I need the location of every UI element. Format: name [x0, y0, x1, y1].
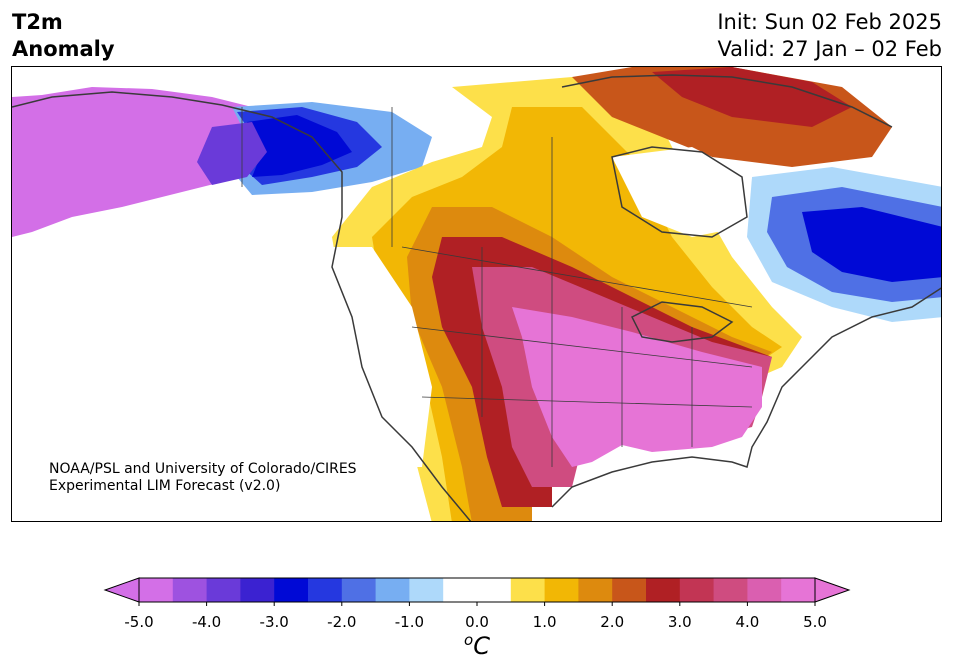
- colorbar-bin-9: [443, 578, 512, 602]
- colorbar-bin-15: [679, 578, 715, 602]
- title-right: Init: Sun 02 Feb 2025 Valid: 27 Jan – 02…: [717, 9, 942, 63]
- colorbar-bin-4: [274, 578, 309, 602]
- colorbar-bin-14: [646, 578, 681, 602]
- colorbar-tick-label: -4.0: [191, 613, 222, 631]
- anomaly-map: [11, 66, 942, 522]
- eastern-us-pink: [512, 307, 762, 467]
- colorbar-tick-label: 3.0: [667, 613, 692, 631]
- yukon-violet: [197, 122, 267, 185]
- colorbar-tick-label: 1.0: [532, 613, 557, 631]
- hudson-bay-white: [612, 147, 752, 237]
- alaska-purple-region: [12, 87, 272, 237]
- unit-symbol: o: [464, 631, 474, 649]
- colorbar-bin-5: [308, 578, 343, 602]
- map-svg: [12, 67, 941, 521]
- colorbar-bin-0: [139, 578, 174, 602]
- unit-letter: C: [473, 632, 490, 660]
- west-coast-white: [332, 247, 432, 467]
- colorbar-tick-label: 5.0: [803, 613, 827, 631]
- colorbar-bin-1: [172, 578, 208, 602]
- northwest-canada-dark-blue: [247, 115, 352, 177]
- title-left: T2m Anomaly: [12, 9, 115, 63]
- colorbar-bin-2: [206, 578, 241, 602]
- credit-line-2: Experimental LIM Forecast (v2.0): [49, 478, 281, 494]
- colorbar-tick-label: 0.0: [465, 613, 489, 631]
- quebec-dark-blue: [802, 207, 941, 282]
- colorbar-bin-18: [781, 578, 816, 602]
- colorbar-svg: [103, 577, 851, 606]
- variable-line-2: Anomaly: [12, 37, 115, 61]
- coastlines: [12, 74, 941, 521]
- colorbar-bin-16: [713, 578, 748, 602]
- colorbar-bin-17: [747, 578, 782, 602]
- colorbar-bin-7: [375, 578, 410, 602]
- colorbar-bin-3: [240, 578, 275, 602]
- colorbar-tick-label: 2.0: [600, 613, 625, 631]
- unit-label: oC: [464, 631, 490, 660]
- colorbar-bin-6: [341, 578, 377, 602]
- colorbar-tick-label: -3.0: [259, 613, 289, 631]
- colorbar-bin-8: [409, 578, 444, 602]
- colorbar-tick-label: 4.0: [735, 613, 760, 631]
- arctic-red: [652, 67, 852, 127]
- init-date: Init: Sun 02 Feb 2025: [717, 10, 942, 34]
- variable-line-1: T2m: [12, 10, 63, 34]
- colorbar-tick-label: -1.0: [394, 613, 425, 631]
- credit-line-1: NOAA/PSL and University of Colorado/CIRE…: [49, 461, 357, 477]
- colorbar-bin-12: [578, 578, 613, 602]
- valid-range: Valid: 27 Jan – 02 Feb: [717, 37, 942, 61]
- colorbar-bin-10: [510, 578, 546, 602]
- colorbar-bin-11: [544, 578, 579, 602]
- colorbar: -5.0 -4.0 -3.0 -2.0 -1.0 0.0 1.0 2.0 3.0 4.0 5.0 o…: [0, 575, 954, 671]
- colorbar-bin-13: [612, 578, 647, 602]
- colorbar-tick-label: -5.0: [124, 613, 154, 631]
- state-borders: [241, 107, 753, 467]
- credit: NOAA/PSL and University of Colorado/CIRE…: [49, 461, 357, 495]
- colorbar-tick-label: -2.0: [327, 613, 357, 631]
- colorbar-extend-low: [103, 577, 140, 603]
- colorbar-extend-high: [814, 577, 851, 603]
